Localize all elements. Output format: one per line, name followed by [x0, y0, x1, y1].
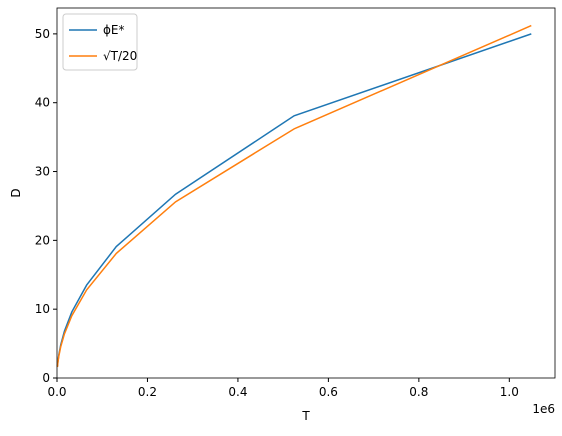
x-tick-label: 0.0 — [47, 385, 66, 399]
y-tick-label: 10 — [35, 302, 50, 316]
x-tick-label: 1.0 — [500, 385, 519, 399]
x-tick-label: 0.4 — [228, 385, 247, 399]
y-tick-label: 30 — [35, 165, 50, 179]
series-line — [56, 24, 532, 368]
y-tick-label: 50 — [35, 27, 50, 41]
y-tick-label: 20 — [35, 233, 50, 247]
legend-label: √T/20 — [103, 49, 137, 63]
plot-frame — [56, 7, 556, 379]
x-axis-label: T — [301, 409, 310, 423]
y-axis-label: D — [9, 188, 23, 197]
x-tick-label: 0.6 — [319, 385, 338, 399]
x-offset-label: 1e6 — [532, 402, 555, 416]
y-tick-label: 0 — [42, 371, 50, 385]
y-tick-label: 40 — [35, 96, 50, 110]
legend-label: ϕE* — [103, 23, 125, 37]
x-tick-label: 0.2 — [138, 385, 157, 399]
x-tick-label: 0.8 — [409, 385, 428, 399]
series-line — [56, 33, 532, 367]
